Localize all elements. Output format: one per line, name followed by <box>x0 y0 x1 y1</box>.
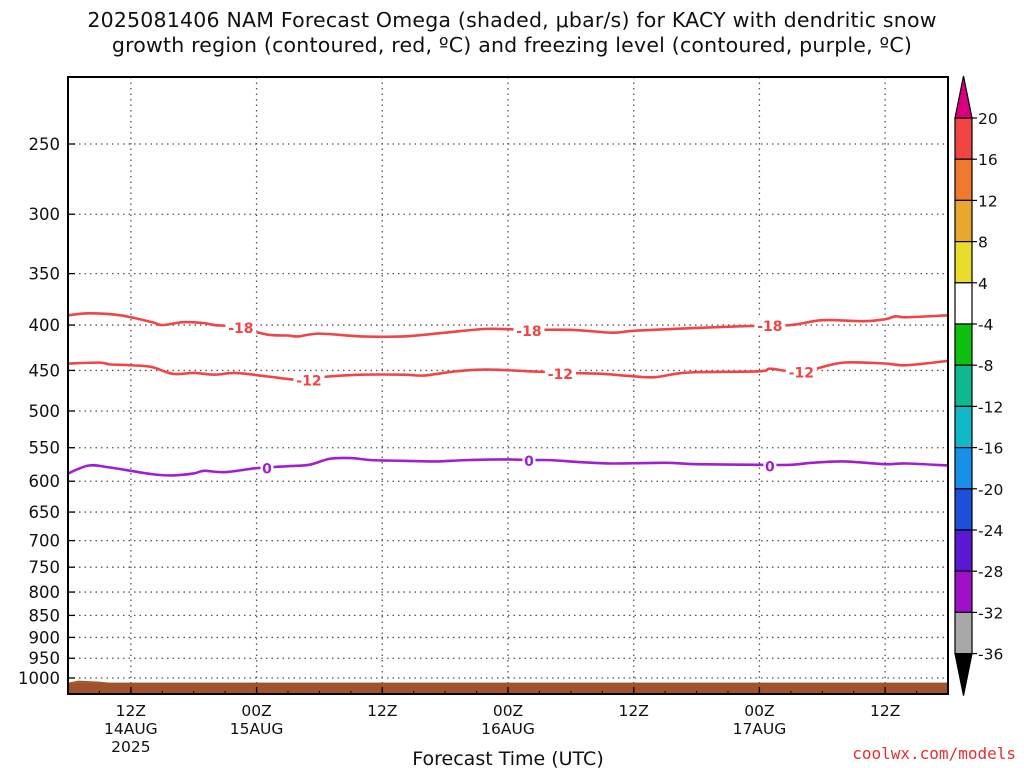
contour-label-bg <box>513 321 545 338</box>
colorbar-label: 20 <box>978 110 998 128</box>
credit-text: coolwx.com/models <box>852 744 1016 763</box>
contour-label: -18 <box>228 321 253 337</box>
contour-labels: -18 -18 -18 -12 -12 -12 0 0 0 <box>225 317 817 478</box>
x-tick-label: 15AUG <box>230 720 284 738</box>
contour-label: 0 <box>262 462 272 478</box>
colorbar-bottom-arrow <box>954 652 973 696</box>
colorbar-segment <box>954 611 973 655</box>
y-tick-label: 500 <box>29 402 61 421</box>
colorbar-segment <box>954 364 973 408</box>
y-tick-label: 550 <box>29 439 61 458</box>
x-tick-label: 14AUG <box>104 720 158 738</box>
colorbar-label: -28 <box>978 563 1003 581</box>
contour-label-bg <box>544 364 576 381</box>
x-tick-label: 16AUG <box>481 720 535 738</box>
contour-label-bg <box>754 317 786 334</box>
x-tick-label: 17AUG <box>733 720 787 738</box>
y-tick-label: 850 <box>29 606 61 625</box>
y-axis: 250 300 350 400 450 500 550 600 650 700 750 800 850 9… <box>18 135 75 688</box>
y-tick-label: 750 <box>29 558 61 577</box>
colorbar-label: -4 <box>978 316 993 334</box>
colorbar-segment <box>954 529 973 572</box>
x-tick-label: 12Z <box>619 702 649 720</box>
colorbar-label: 12 <box>978 192 998 210</box>
colorbar-label: -36 <box>978 646 1003 664</box>
grid-lines <box>68 77 948 694</box>
contour-label: 0 <box>765 460 775 476</box>
y-tick-label: 1000 <box>18 669 60 688</box>
y-tick-label: 800 <box>29 583 61 602</box>
y-tick-label: 900 <box>29 628 61 647</box>
x-tick-label: 12Z <box>367 702 397 720</box>
colorbar-label: 4 <box>978 275 988 293</box>
x-tick-label: 2025 <box>111 738 150 756</box>
contour-label-bg <box>763 457 777 474</box>
colorbar-segment <box>954 199 973 243</box>
colorbar: 20 16 12 8 4 -4 -8 -12 -16 -20 -24 -28 -32 -36 <box>954 75 1003 696</box>
y-tick-label: 350 <box>29 265 61 284</box>
x-tick-label: 12Z <box>870 702 900 720</box>
y-tick-label: 300 <box>29 205 61 224</box>
contour-label: 0 <box>524 454 534 470</box>
contour-label: -12 <box>789 365 814 381</box>
colorbar-label: -20 <box>978 481 1003 499</box>
contour-label-bg <box>293 371 325 388</box>
chart-title-line-2: growth region (contoured, red, ºC) and f… <box>111 33 913 57</box>
contour-label-bg <box>260 459 274 476</box>
y-tick-label: 650 <box>29 503 61 522</box>
x-tick-label: 00Z <box>493 702 523 720</box>
contour-label-bg <box>785 363 817 380</box>
chart-title-line-1: 2025081406 NAM Forecast Omega (shaded, μ… <box>87 8 937 32</box>
colorbar-segment <box>954 241 973 284</box>
contour-label: -12 <box>548 367 573 383</box>
x-tick-label: 12Z <box>116 702 146 720</box>
y-tick-label: 250 <box>29 135 61 154</box>
x-axis-title: Forecast Time (UTC) <box>412 748 603 768</box>
y-tick-label: 400 <box>29 316 61 335</box>
colorbar-segment <box>954 570 973 614</box>
contour-label: -12 <box>296 374 321 390</box>
contour-label-bg <box>225 318 257 335</box>
colorbar-label: 8 <box>978 234 988 252</box>
colorbar-top-arrow <box>954 75 973 119</box>
colorbar-label: -24 <box>978 522 1003 540</box>
terrain-bump <box>68 680 110 683</box>
contour-label-bg <box>522 452 536 469</box>
colorbar-segment <box>954 323 973 366</box>
x-tick-label: 00Z <box>744 702 774 720</box>
colorbar-segment <box>954 447 973 490</box>
y-tick-label: 700 <box>29 532 61 551</box>
colorbar-segment <box>954 282 973 325</box>
colorbar-label: -16 <box>978 440 1003 458</box>
colorbar-label: -8 <box>978 357 993 375</box>
y-tick-label: 950 <box>29 649 61 668</box>
x-tick-label: 00Z <box>241 702 271 720</box>
contour-label: -18 <box>516 324 541 340</box>
colorbar-segment <box>954 488 973 531</box>
contour-label: -18 <box>757 319 782 335</box>
colorbar-segment <box>954 158 973 201</box>
y-tick-label: 450 <box>29 361 61 380</box>
colorbar-label: -32 <box>978 604 1003 622</box>
colorbar-segment <box>954 117 973 160</box>
colorbar-label: 16 <box>978 151 998 169</box>
colorbar-segment <box>954 405 973 449</box>
contour-line <box>67 312 949 339</box>
contour-line <box>67 456 949 477</box>
colorbar-label: -12 <box>978 398 1003 416</box>
y-tick-label: 600 <box>29 472 61 491</box>
